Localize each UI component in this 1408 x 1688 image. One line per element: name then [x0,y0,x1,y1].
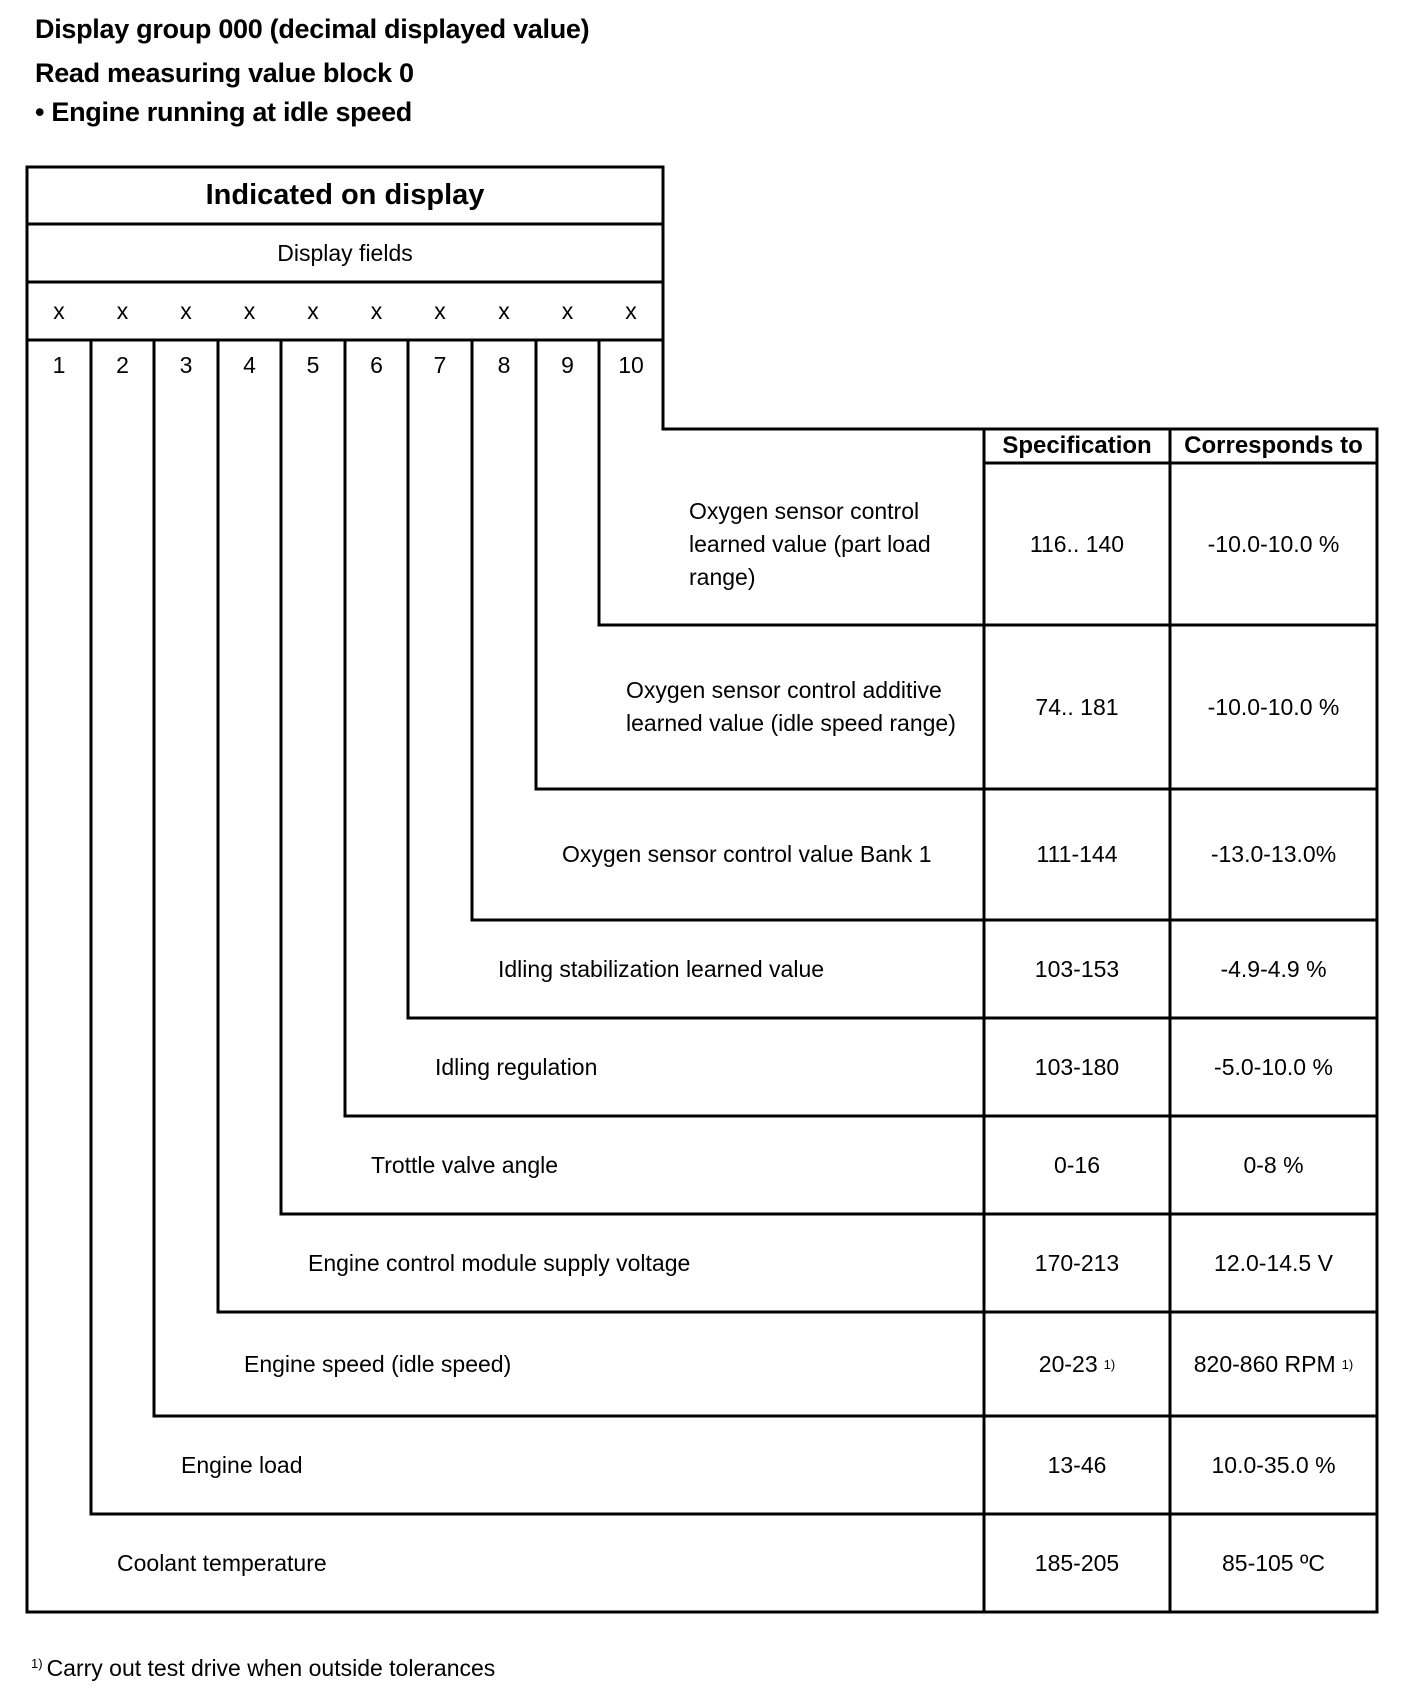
corr-value: 820-860 RPM [1193,1350,1336,1377]
corr-value: -13.0-13.0% [1210,841,1337,867]
display-field-mark: x [307,297,319,324]
row-label: Oxygen sensor control value Bank 1 [562,841,932,867]
spec-value: 116.. 140 [1029,530,1125,557]
block-heading: Read measuring value block 0 [35,58,414,88]
display-field-mark: x [370,297,383,324]
corr-value: -4.9-4.9 % [1220,955,1327,982]
table-title: Indicated on display [205,179,485,211]
spec-value: 103-153 [1034,955,1120,982]
spec-value: 74.. 181 [1035,693,1119,720]
row-spec: 74.. 181 [984,625,1170,789]
display-field-mark: x [434,297,446,324]
row-corresponds: -5.0-10.0 % [1170,1018,1377,1116]
corr-value: -10.0-10.0 % [1207,693,1340,720]
display-field-mark: x [498,297,510,324]
display-field-number: 9 [561,351,574,378]
corr-value: 10.0-35.0 % [1211,1451,1336,1478]
corr-value: 85-105 ºC [1221,1549,1326,1576]
display-field-mark: x [116,297,129,324]
row-spec: 185-205 [984,1514,1170,1612]
table-subtitle: Display fields [277,239,413,266]
row-label: Idling regulation [435,1053,598,1080]
spec-value: 111-144 [1036,841,1118,867]
row-label: Trottle valve angle [371,1151,559,1178]
display-group-heading: Display group 000 (decimal displayed val… [35,14,590,44]
footnote-ref: 1) [1103,1356,1116,1372]
spec-value: 13-46 [1047,1451,1107,1478]
display-field-number: 6 [370,351,383,378]
row-corresponds: -10.0-10.0 % [1170,625,1377,789]
display-field-number: 8 [497,351,511,378]
spec-header: Specification [1002,432,1152,459]
row-corresponds: -10.0-10.0 % [1170,463,1377,625]
row-spec: 111-144 [984,789,1170,920]
corr-header: Corresponds to [1184,432,1363,459]
display-field-mark: x [180,297,192,324]
display-field-number: 2 [116,351,129,378]
row-spec: 20-23 1) [984,1312,1170,1416]
row-corresponds: 820-860 RPM 1) [1170,1312,1377,1416]
display-field-number: 4 [243,351,256,378]
display-field-number: 10 [618,351,644,378]
spec-value: 185-205 [1034,1549,1120,1576]
display-field-number: 1 [52,351,66,378]
footnote-ref: 1) [1341,1356,1354,1372]
spec-value: 20-23 [1038,1350,1098,1377]
row-spec: 13-46 [984,1416,1170,1514]
display-field-number: 5 [306,351,320,378]
display-field-mark: x [53,297,65,324]
corr-value: 0-8 % [1243,1151,1304,1178]
spec-value: 0-16 [1053,1151,1101,1178]
spec-value: 170-213 [1034,1249,1120,1276]
row-label: Oxygen sensor control learned value (par… [689,497,931,590]
corr-value: -10.0-10.0 % [1207,530,1340,557]
row-label: Engine speed (idle speed) [244,1350,512,1377]
condition-heading: • Engine running at idle speed [35,97,412,127]
row-label: Coolant temperature [117,1549,327,1576]
display-field-mark: x [625,297,637,324]
row-corresponds: -4.9-4.9 % [1170,920,1377,1018]
corr-value: 12.0-14.5 V [1214,1249,1333,1276]
row-corresponds: 0-8 % [1170,1116,1377,1214]
row-spec: 116.. 140 [984,463,1170,625]
row-corresponds: 12.0-14.5 V [1170,1214,1377,1312]
corr-value: -5.0-10.0 % [1214,1053,1333,1080]
row-label: Engine load [181,1451,303,1478]
row-spec: 0-16 [984,1116,1170,1214]
row-spec: 103-153 [984,920,1170,1018]
row-corresponds: 85-105 ºC [1170,1514,1377,1612]
row-label: Idling stabilization learned value [498,955,825,982]
display-field-number: 7 [433,351,447,378]
row-corresponds: -13.0-13.0% [1170,789,1377,920]
display-field-mark: x [243,297,256,324]
row-label: Engine control module supply voltage [308,1249,691,1276]
row-label: Oxygen sensor control additive learned v… [626,677,956,736]
row-spec: 170-213 [984,1214,1170,1312]
row-spec: 103-180 [984,1018,1170,1116]
display-field-mark: x [561,297,574,324]
footnote: 1) Carry out test drive when outside tole… [31,1655,496,1681]
display-field-number: 3 [179,351,193,378]
spec-value: 103-180 [1034,1053,1120,1080]
row-corresponds: 10.0-35.0 % [1170,1416,1377,1514]
